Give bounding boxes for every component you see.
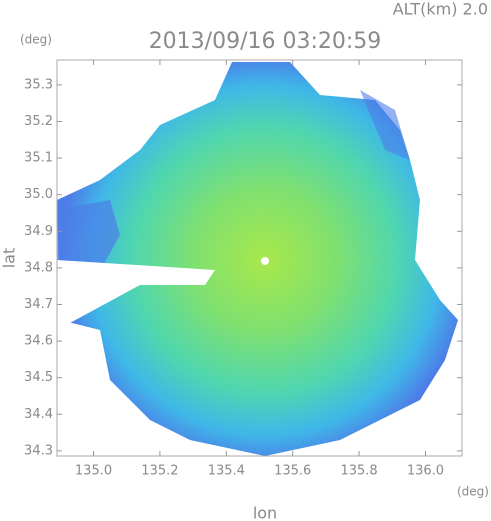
- y-tick-label: 35.3: [24, 77, 53, 92]
- x-axis-label: lon: [253, 504, 277, 521]
- y-tick-label: 35.2: [24, 114, 53, 129]
- x-unit: (deg): [457, 485, 489, 499]
- y-tick-label: 34.9: [24, 224, 53, 239]
- altitude-label: ALT(km) 2.0: [393, 0, 488, 19]
- y-tick-label: 34.8: [24, 260, 53, 275]
- y-axis-label: lat: [0, 248, 19, 269]
- chart-title: 2013/09/16 03:20:59: [149, 29, 382, 54]
- x-tick-label: 136.0: [407, 464, 444, 479]
- y-unit: (deg): [20, 33, 52, 47]
- x-tick-label: 135.8: [340, 464, 377, 479]
- x-tick-label: 135.0: [75, 464, 112, 479]
- radar-echo: [57, 62, 458, 456]
- y-tick-label: 34.4: [24, 407, 53, 422]
- y-tick-label: 34.3: [24, 443, 53, 458]
- x-tick-label: 135.6: [274, 464, 311, 479]
- x-tick-label: 135.4: [208, 464, 245, 479]
- y-tick-label: 34.5: [24, 370, 53, 385]
- y-tick-label: 35.0: [24, 187, 53, 202]
- y-tick-label: 34.6: [24, 334, 53, 349]
- plot-frame: [56, 59, 463, 457]
- x-tick-label: 135.2: [141, 464, 178, 479]
- y-tick-label: 35.1: [24, 151, 53, 166]
- y-tick-label: 34.7: [24, 297, 53, 312]
